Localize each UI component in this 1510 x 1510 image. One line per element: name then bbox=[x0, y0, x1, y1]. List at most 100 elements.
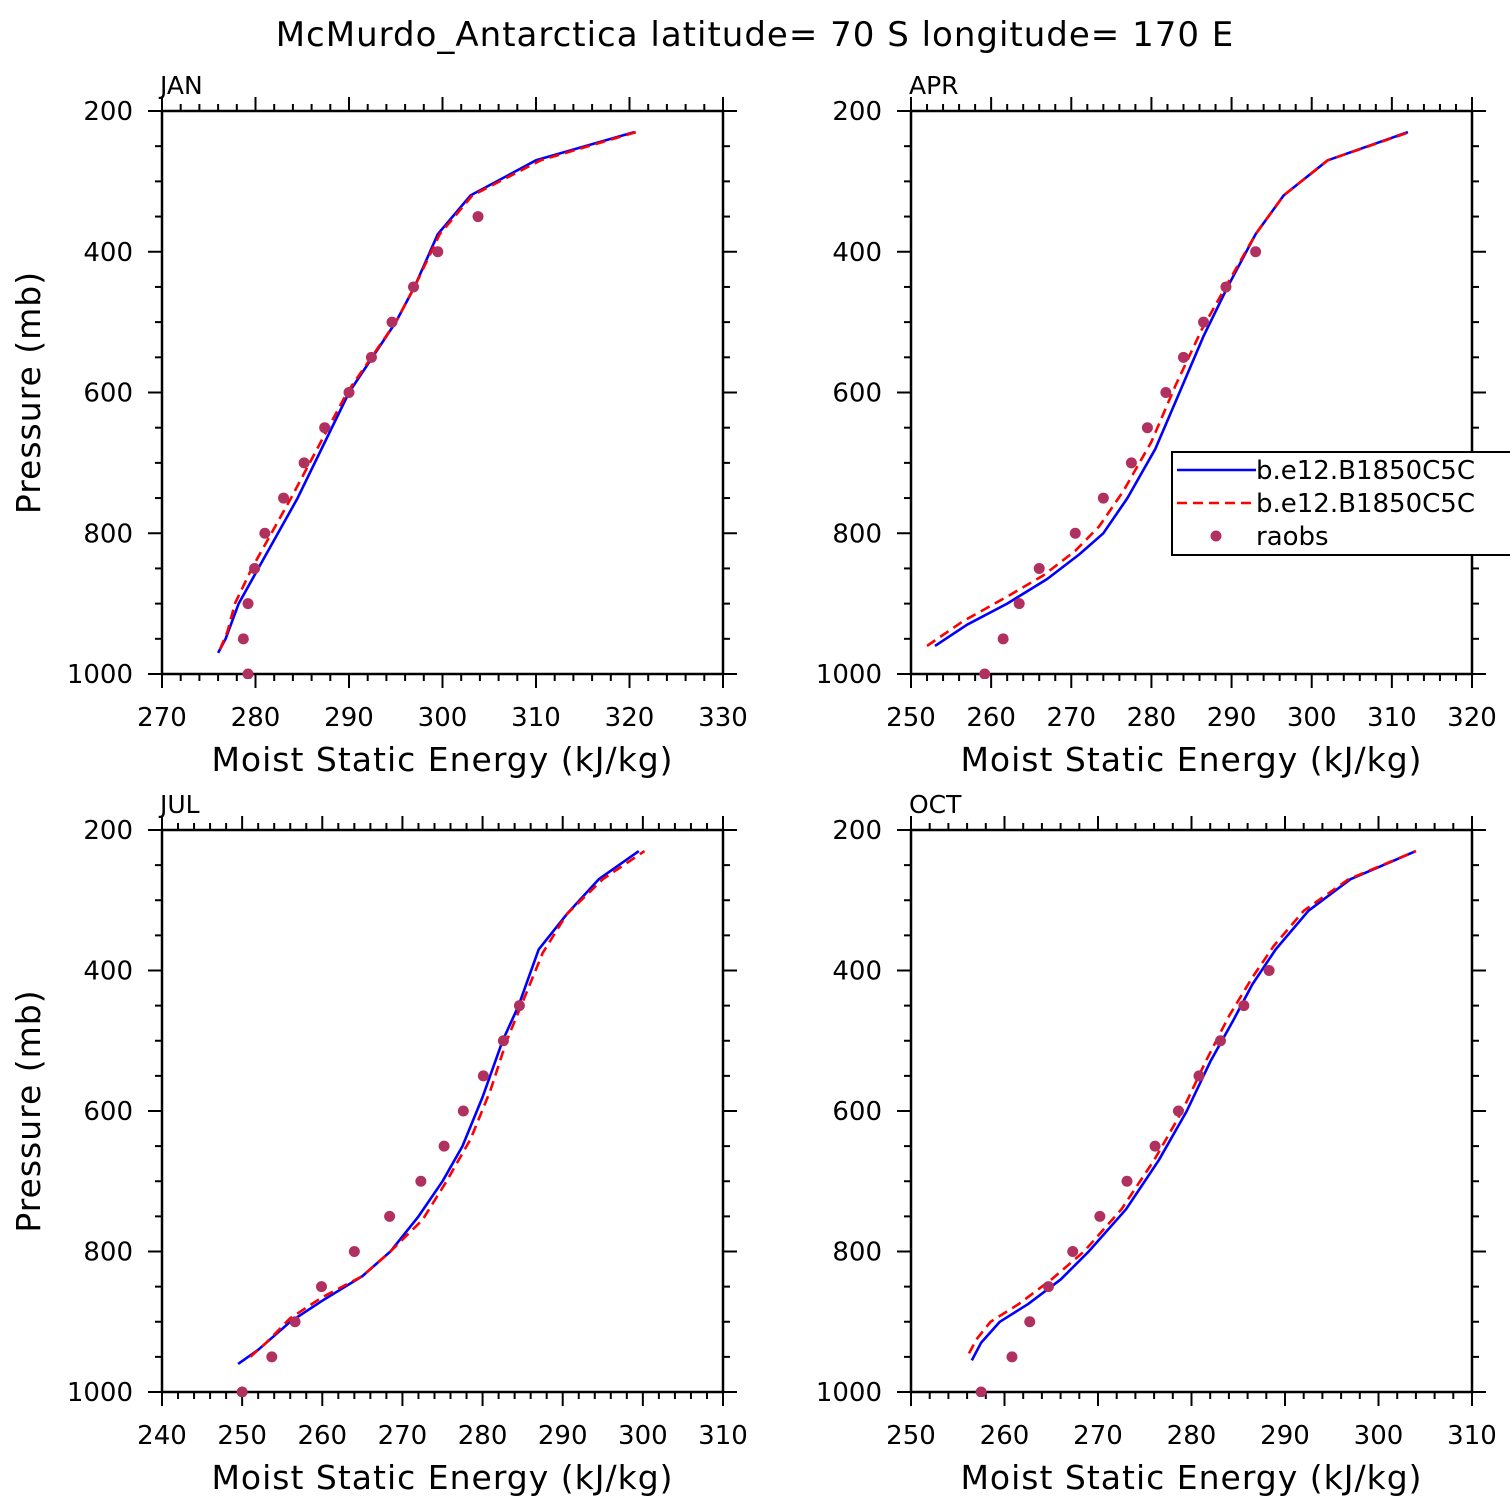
raobs-point bbox=[975, 1386, 987, 1397]
series-line-dashed bbox=[926, 130, 1410, 647]
x-tick-label: 310 bbox=[1447, 1421, 1497, 1451]
x-tick-label: 290 bbox=[1207, 703, 1257, 733]
plot-frame bbox=[909, 109, 1474, 676]
raobs-point bbox=[1024, 1316, 1036, 1328]
legend-label: b.e12.B1850C5C bbox=[1256, 456, 1475, 486]
y-tick-label: 800 bbox=[832, 1238, 882, 1268]
x-tick-label: 280 bbox=[1127, 703, 1177, 733]
series-group bbox=[216, 130, 637, 679]
raobs-point bbox=[513, 1000, 525, 1012]
x-tick-label: 290 bbox=[324, 703, 374, 733]
x-tick-label: 280 bbox=[458, 1421, 508, 1451]
x-tick-label: 290 bbox=[538, 1421, 588, 1451]
raobs-point bbox=[289, 1316, 301, 1328]
legend-marker-raobs bbox=[1210, 530, 1222, 542]
series-group bbox=[236, 850, 646, 1397]
x-tick-label: 270 bbox=[1046, 703, 1096, 733]
x-axis-title: Moist Static Energy (kJ/kg) bbox=[211, 740, 673, 779]
x-tick-label: 250 bbox=[217, 1421, 267, 1451]
x-tick-label: 300 bbox=[418, 703, 468, 733]
raobs-point bbox=[1097, 492, 1109, 504]
panel-title: OCT bbox=[909, 790, 962, 819]
raobs-point bbox=[1193, 1070, 1205, 1082]
raobs-point bbox=[1067, 1246, 1079, 1257]
x-tick-label: 280 bbox=[231, 703, 281, 733]
y-axis-title: Pressure (mb) bbox=[9, 271, 48, 514]
raobs-point bbox=[408, 281, 420, 293]
y-tick-label: 1000 bbox=[67, 660, 133, 690]
raobs-point bbox=[315, 1281, 327, 1293]
x-tick-label: 240 bbox=[137, 1421, 187, 1451]
x-tick-label: 280 bbox=[1167, 1421, 1217, 1451]
raobs-point bbox=[319, 422, 331, 434]
y-axis-title: Pressure (mb) bbox=[9, 989, 48, 1232]
raobs-point bbox=[298, 457, 310, 469]
x-tick-label: 300 bbox=[618, 1421, 668, 1451]
series-group bbox=[926, 130, 1410, 679]
x-tick-label: 320 bbox=[605, 703, 655, 733]
x-tick-label: 260 bbox=[297, 1421, 347, 1451]
panel-title: APR bbox=[909, 71, 959, 100]
raobs-point bbox=[1238, 1000, 1250, 1012]
raobs-point bbox=[1125, 457, 1137, 469]
legend-label: raobs bbox=[1256, 522, 1329, 552]
series-line-dashed bbox=[218, 130, 637, 650]
y-tick-label: 1000 bbox=[67, 1378, 133, 1408]
x-tick-label: 250 bbox=[886, 703, 936, 733]
panel-title: JAN bbox=[158, 71, 203, 100]
raobs-point bbox=[1121, 1175, 1133, 1187]
raobs-point bbox=[1006, 1351, 1018, 1363]
y-tick-label: 600 bbox=[83, 379, 133, 409]
y-tick-label: 400 bbox=[83, 238, 133, 268]
raobs-point bbox=[386, 316, 398, 328]
raobs-point bbox=[242, 668, 254, 679]
raobs-point bbox=[348, 1246, 360, 1257]
x-tick-label: 270 bbox=[137, 703, 187, 733]
raobs-point bbox=[979, 668, 991, 679]
raobs-point bbox=[384, 1210, 396, 1222]
y-tick-label: 800 bbox=[83, 1238, 133, 1268]
raobs-point bbox=[1177, 351, 1189, 363]
x-tick-label: 270 bbox=[1073, 1421, 1123, 1451]
raobs-point bbox=[472, 211, 484, 223]
x-tick-label: 310 bbox=[1367, 703, 1417, 733]
figure-title: McMurdo_Antarctica latitude= 70 S longit… bbox=[276, 15, 1235, 55]
raobs-point bbox=[236, 1386, 248, 1397]
raobs-point bbox=[237, 633, 249, 645]
raobs-point bbox=[1198, 316, 1210, 328]
plot-frame bbox=[160, 828, 725, 1394]
series-line-solid bbox=[934, 130, 1409, 647]
raobs-point bbox=[457, 1105, 469, 1117]
y-tick-label: 1000 bbox=[816, 660, 882, 690]
raobs-point bbox=[415, 1175, 427, 1187]
raobs-point bbox=[1042, 1281, 1054, 1293]
raobs-point bbox=[1069, 527, 1081, 539]
raobs-point bbox=[242, 598, 254, 610]
x-tick-label: 330 bbox=[698, 703, 748, 733]
x-axis-title: Moist Static Energy (kJ/kg) bbox=[960, 740, 1422, 779]
series-group bbox=[967, 849, 1417, 1397]
x-tick-label: 310 bbox=[698, 1421, 748, 1451]
x-tick-label: 260 bbox=[980, 1421, 1030, 1451]
raobs-point bbox=[249, 562, 261, 574]
raobs-point bbox=[1141, 422, 1153, 434]
raobs-point bbox=[1013, 598, 1025, 610]
x-tick-label: 260 bbox=[966, 703, 1016, 733]
raobs-point bbox=[266, 1351, 278, 1363]
y-tick-label: 600 bbox=[832, 379, 882, 409]
y-tick-label: 1000 bbox=[816, 1378, 882, 1408]
x-axis-title: Moist Static Energy (kJ/kg) bbox=[960, 1458, 1422, 1497]
raobs-point bbox=[997, 633, 1009, 645]
raobs-point bbox=[497, 1035, 509, 1047]
raobs-point bbox=[1094, 1210, 1106, 1222]
raobs-point bbox=[278, 492, 290, 504]
y-tick-label: 400 bbox=[832, 957, 882, 987]
raobs-point bbox=[432, 246, 444, 258]
y-tick-label: 200 bbox=[83, 816, 133, 846]
y-tick-label: 200 bbox=[83, 97, 133, 127]
x-tick-label: 320 bbox=[1447, 703, 1497, 733]
raobs-point bbox=[1263, 965, 1275, 976]
